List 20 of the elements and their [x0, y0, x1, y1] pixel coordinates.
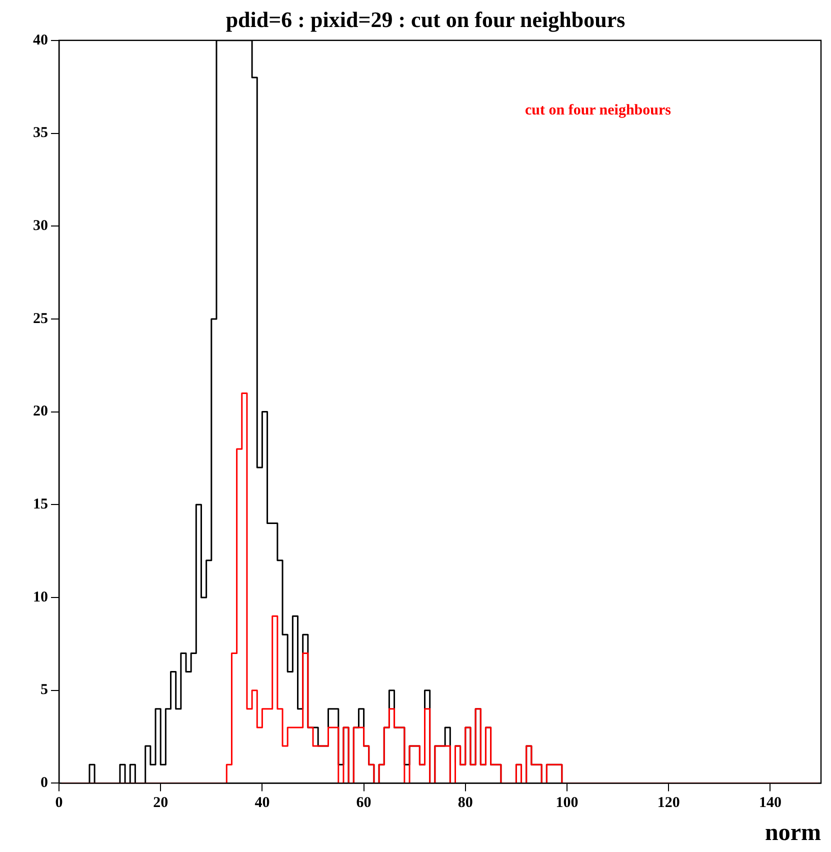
x-tick-label: 140 [758, 795, 782, 812]
y-tick-label: 20 [33, 404, 48, 420]
x-tick-label: 120 [657, 795, 680, 812]
y-tick-label: 5 [40, 682, 48, 698]
chart-title: pdid=6 : pixid=29 : cut on four neighbours [226, 6, 626, 32]
x-axis-title: norm [765, 820, 821, 846]
x-tick-label: 100 [556, 795, 578, 812]
y-tick-label: 25 [33, 310, 48, 327]
y-tick-label: 10 [33, 589, 48, 606]
y-tick-label: 30 [33, 218, 48, 234]
x-tick-label: 20 [153, 795, 168, 812]
x-tick-label: 40 [254, 795, 270, 812]
y-tick-label: 40 [33, 32, 48, 48]
x-tick-label: 0 [55, 795, 63, 812]
y-tick-label: 0 [40, 775, 48, 792]
x-tick-label: 80 [458, 795, 473, 812]
text: cut on four neighbours [524, 102, 672, 118]
x-tick-label: 60 [356, 795, 372, 812]
y-tick-label: 35 [33, 125, 48, 142]
y-tick-label: 15 [33, 496, 48, 513]
